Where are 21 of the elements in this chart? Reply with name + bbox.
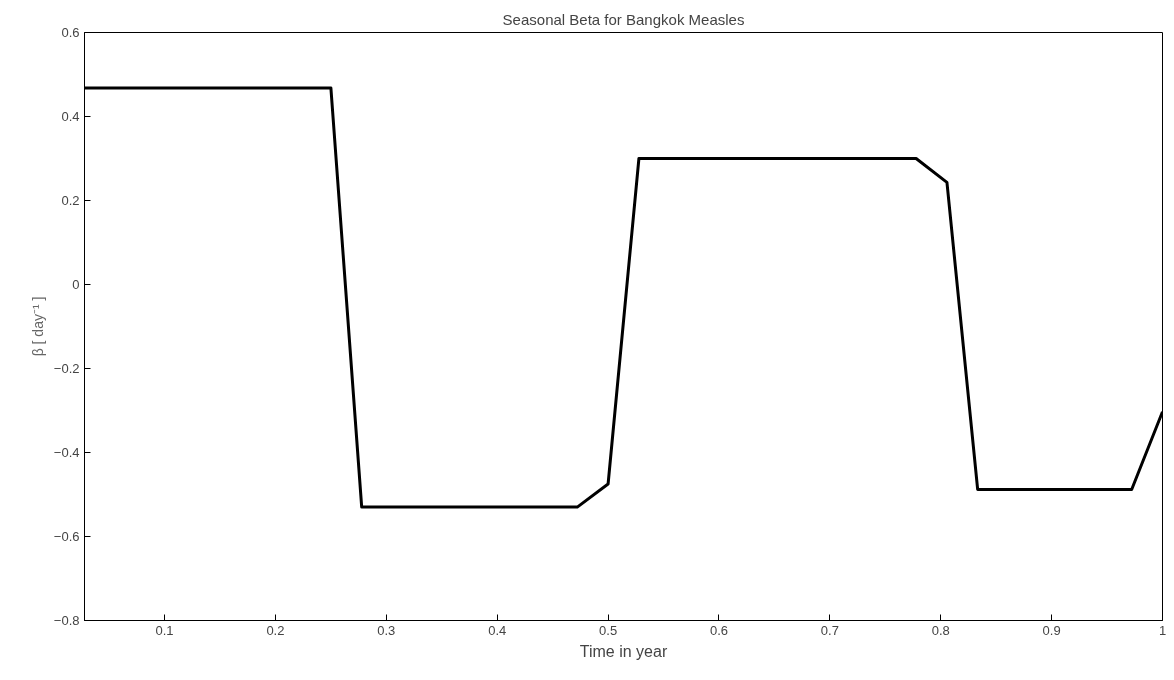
y-tick-label: −0.4 [53,445,80,460]
x-tick-label: 0.3 [377,622,396,638]
y-tick-label: 0.6 [61,25,80,40]
y-tick-label: 0.2 [61,193,80,208]
y-axis-title: β [ day⁻¹ ] [29,296,46,357]
y-tick-label: −0.8 [53,613,80,628]
x-tick-label: 0.6 [709,622,729,638]
chart-title: Seasonal Beta for Bangkok Measles [502,10,745,28]
x-tick-label: 0.1 [155,622,174,638]
x-tick-label: 0.8 [931,622,950,638]
x-tick-label: 0.7 [820,622,839,638]
y-tick-label: 0.4 [61,109,80,124]
x-tick-label: 0.9 [1042,622,1061,638]
y-tick-label: 0 [72,277,80,292]
x-axis-title: Time in year [579,642,668,660]
y-tick-label: −0.6 [53,529,80,544]
x-tick-label: 0.4 [488,622,507,638]
x-tick-label: 0.2 [266,622,285,638]
x-tick-label: 0.5 [599,622,618,638]
x-tick-label: 1 [1158,622,1167,638]
y-tick-label: −0.2 [53,361,80,376]
